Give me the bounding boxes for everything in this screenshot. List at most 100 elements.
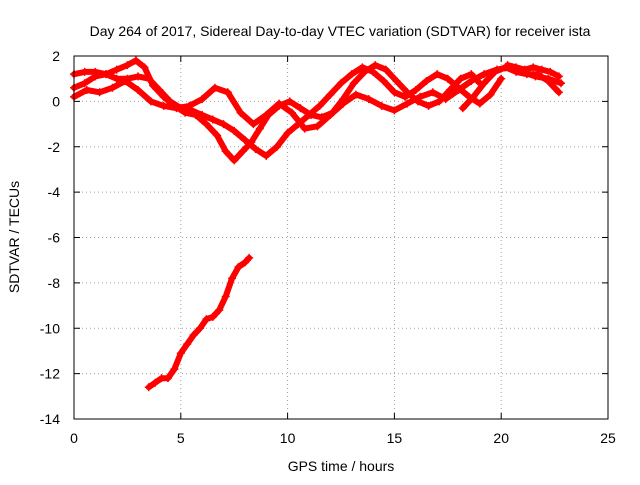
data-point (337, 79, 345, 88)
x-axis-label: GPS time / hours (288, 458, 395, 474)
data-point (403, 99, 412, 108)
data-point (262, 110, 271, 119)
data-point (411, 86, 420, 95)
data-point (283, 129, 292, 138)
data-point (134, 72, 143, 81)
data-point (313, 122, 322, 131)
data-point (339, 99, 348, 108)
series-track-b (70, 63, 506, 160)
data-point (546, 67, 555, 76)
axis-ticks: 0 5 10 15 20 25 -14 -12 -10 -8 -6 -4 -2 0 2 (40, 48, 616, 446)
data-point (163, 374, 172, 383)
y-tick-label: -2 (48, 139, 61, 155)
data-point (443, 74, 452, 83)
data-point (82, 86, 91, 95)
data-point (441, 95, 450, 104)
data-point (240, 258, 249, 267)
data-point (238, 147, 247, 156)
data-point (390, 88, 399, 97)
y-tick-label: -10 (40, 320, 60, 336)
data-point (480, 79, 489, 88)
data-point (326, 90, 335, 99)
data-point (285, 97, 294, 106)
data-point (219, 120, 228, 129)
chart-title: Day 264 of 2017, Sidereal Day-to-day VTE… (90, 23, 591, 39)
data-point (170, 365, 179, 374)
data-point (315, 101, 324, 110)
series-descent-track (144, 253, 254, 392)
x-tick-label: 0 (70, 430, 78, 446)
data-point (198, 95, 207, 104)
data-point (467, 70, 476, 79)
data-point (185, 101, 194, 110)
data-point (228, 274, 237, 283)
data-point (202, 120, 211, 129)
data-point (230, 126, 239, 135)
data-point (275, 99, 284, 108)
data-point (377, 101, 386, 110)
y-tick-label: -8 (48, 275, 61, 291)
data-point (392, 76, 401, 85)
data-point (223, 88, 232, 97)
x-tick-label: 10 (280, 430, 296, 446)
data-point (255, 124, 264, 133)
data-point (198, 110, 207, 119)
data-point (520, 65, 529, 74)
data-point (512, 63, 521, 72)
data-point (91, 67, 100, 76)
data-point (112, 74, 121, 83)
data-point (95, 88, 104, 97)
data-point (490, 67, 499, 76)
y-tick-label: -6 (48, 230, 61, 246)
data-point (131, 56, 140, 65)
data-point (326, 110, 335, 119)
data-point (458, 104, 467, 113)
series-track-e (503, 61, 563, 81)
data-point (208, 115, 217, 124)
data-point (80, 67, 89, 76)
data-point (358, 63, 367, 72)
data-point (304, 110, 313, 119)
data-point (146, 97, 155, 106)
data-point (121, 76, 130, 85)
data-point (210, 83, 219, 92)
data-point (108, 83, 117, 92)
data-point (433, 70, 442, 79)
y-tick-label: 2 (52, 48, 60, 64)
data-point (196, 324, 205, 333)
y-axis-label: SDTVAR / TECUs (6, 181, 22, 293)
x-tick-label: 20 (493, 430, 509, 446)
data-point (102, 70, 111, 79)
data-point (544, 76, 553, 85)
data-point (245, 253, 254, 262)
data-point (486, 90, 495, 99)
data-point (554, 72, 563, 81)
series-track-d (458, 63, 563, 113)
data-point (416, 92, 425, 101)
data-point (381, 65, 390, 74)
data-point (134, 86, 143, 95)
data-point (467, 76, 476, 85)
data-point (262, 151, 271, 160)
data-point (240, 135, 249, 144)
data-point (189, 331, 198, 340)
x-tick-label: 15 (387, 430, 403, 446)
data-point (537, 65, 546, 74)
data-point (287, 108, 296, 117)
data-point (497, 74, 506, 83)
x-tick-label: 5 (177, 430, 185, 446)
data-point (183, 340, 192, 349)
y-tick-label: -4 (48, 184, 61, 200)
data-point (554, 88, 563, 97)
grid-lines (74, 56, 608, 419)
data-point (123, 61, 132, 70)
data-point (236, 108, 245, 117)
data-point (249, 120, 258, 129)
y-tick-label: 0 (52, 93, 60, 109)
data-point (155, 86, 164, 95)
data-point (272, 142, 281, 151)
data-point (428, 88, 437, 97)
